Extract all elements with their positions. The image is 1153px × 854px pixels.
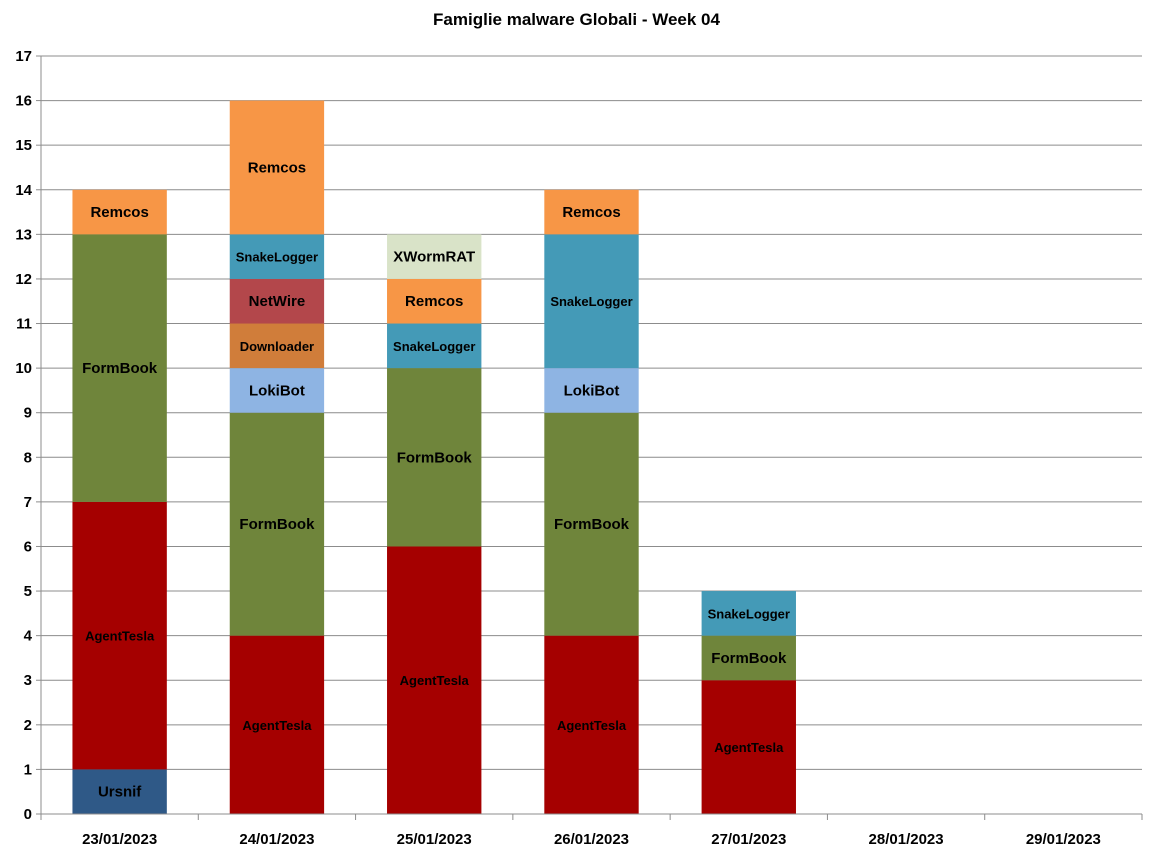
y-tick-label: 0	[24, 806, 32, 823]
bar-segment-agenttesla	[229, 635, 325, 814]
bar-segment-lokibot	[544, 368, 639, 413]
bar-segment-snakelogger	[387, 323, 482, 369]
bar-segment-snakelogger	[701, 591, 796, 636]
bar-segment-agenttesla	[701, 680, 796, 814]
x-tick-label: 24/01/2023	[239, 831, 314, 848]
bar-label-agenttesla: AgentTesla	[242, 718, 312, 733]
bar-label-formbook: FormBook	[82, 360, 158, 377]
bar-label-lokibot: LokiBot	[564, 382, 620, 399]
y-tick-label: 1	[24, 761, 32, 778]
bar-label-snakelogger: SnakeLogger	[236, 250, 318, 265]
bar-label-agenttesla: AgentTesla	[557, 718, 627, 733]
y-tick-label: 2	[24, 717, 32, 734]
bar-segment-remcos	[72, 189, 167, 235]
bar-segment-netwire	[229, 278, 325, 324]
y-tick-label: 7	[24, 494, 32, 511]
bar-label-snakelogger: SnakeLogger	[550, 294, 632, 309]
bar-label-remcos: Remcos	[562, 204, 620, 221]
bar-segment-xwormrat	[387, 234, 482, 279]
chart-title: Famiglie malware Globali - Week 04	[433, 10, 720, 29]
bar-segment-remcos	[544, 189, 639, 235]
bar-segment-formbook	[72, 234, 167, 502]
y-tick-label: 5	[24, 583, 32, 600]
y-tick-label: 14	[15, 182, 32, 199]
bar-label-xwormrat: XWormRAT	[393, 249, 475, 266]
y-tick-label: 4	[24, 628, 33, 645]
bar-label-agenttesla: AgentTesla	[714, 740, 784, 755]
bar-segment-remcos	[229, 100, 325, 235]
bar-label-remcos: Remcos	[405, 293, 463, 310]
bar-segment-agenttesla	[387, 546, 482, 814]
y-tick-label: 15	[15, 137, 32, 154]
bar-segment-remcos	[387, 278, 482, 324]
bar-segment-downloader	[229, 323, 325, 369]
y-tick-label: 10	[15, 360, 32, 377]
bar-label-lokibot: LokiBot	[249, 382, 305, 399]
y-tick-label: 8	[24, 449, 32, 466]
bar-segment-formbook	[544, 412, 639, 636]
bar-segment-snakelogger	[229, 234, 325, 279]
x-tick-label: 29/01/2023	[1026, 831, 1101, 848]
bar-label-remcos: Remcos	[90, 204, 148, 221]
bar-label-formbook: FormBook	[239, 516, 315, 533]
bar-segment-formbook	[701, 635, 796, 681]
bar-segment-lokibot	[229, 368, 325, 413]
bar-segment-agenttesla	[72, 501, 167, 770]
bar-segment-snakelogger	[544, 234, 639, 369]
bar-label-snakelogger: SnakeLogger	[393, 339, 475, 354]
bars: Ursnif AgentTesla FormBook Remcos AgentTesla…	[72, 100, 796, 814]
bar-label-formbook: FormBook	[554, 516, 630, 533]
bar-label-snakelogger: SnakeLogger	[708, 606, 790, 621]
y-tick-label: 9	[24, 405, 32, 422]
y-tick-label: 11	[16, 316, 32, 333]
bar-label-ursnif: Ursnif	[98, 784, 142, 801]
x-tick-label: 28/01/2023	[869, 831, 944, 848]
bar-label-agenttesla: AgentTesla	[400, 673, 470, 688]
y-tick-label: 6	[24, 538, 32, 555]
bar-label-netwire: NetWire	[249, 293, 306, 310]
y-tick-label: 3	[24, 672, 32, 689]
bar-segment-agenttesla	[544, 635, 639, 814]
bar-label-formbook: FormBook	[397, 449, 473, 466]
x-tick-label: 26/01/2023	[554, 831, 629, 848]
x-tick-label: 25/01/2023	[397, 831, 472, 848]
y-tick-label: 16	[15, 93, 32, 110]
bar-label-formbook: FormBook	[711, 650, 787, 667]
bar-segment-formbook	[387, 368, 482, 547]
bar-label-downloader: Downloader	[240, 339, 314, 354]
bar-segment-ursnif	[72, 769, 167, 814]
x-tick-label: 23/01/2023	[82, 831, 157, 848]
y-tick-label: 13	[15, 226, 32, 243]
y-tick-label: 17	[15, 48, 32, 65]
y-tick-label: 12	[15, 271, 32, 288]
bar-label-remcos: Remcos	[248, 159, 306, 176]
x-tick-label: 27/01/2023	[711, 831, 786, 848]
bar-segment-formbook	[229, 412, 325, 636]
bar-label-agenttesla: AgentTesla	[85, 629, 155, 644]
